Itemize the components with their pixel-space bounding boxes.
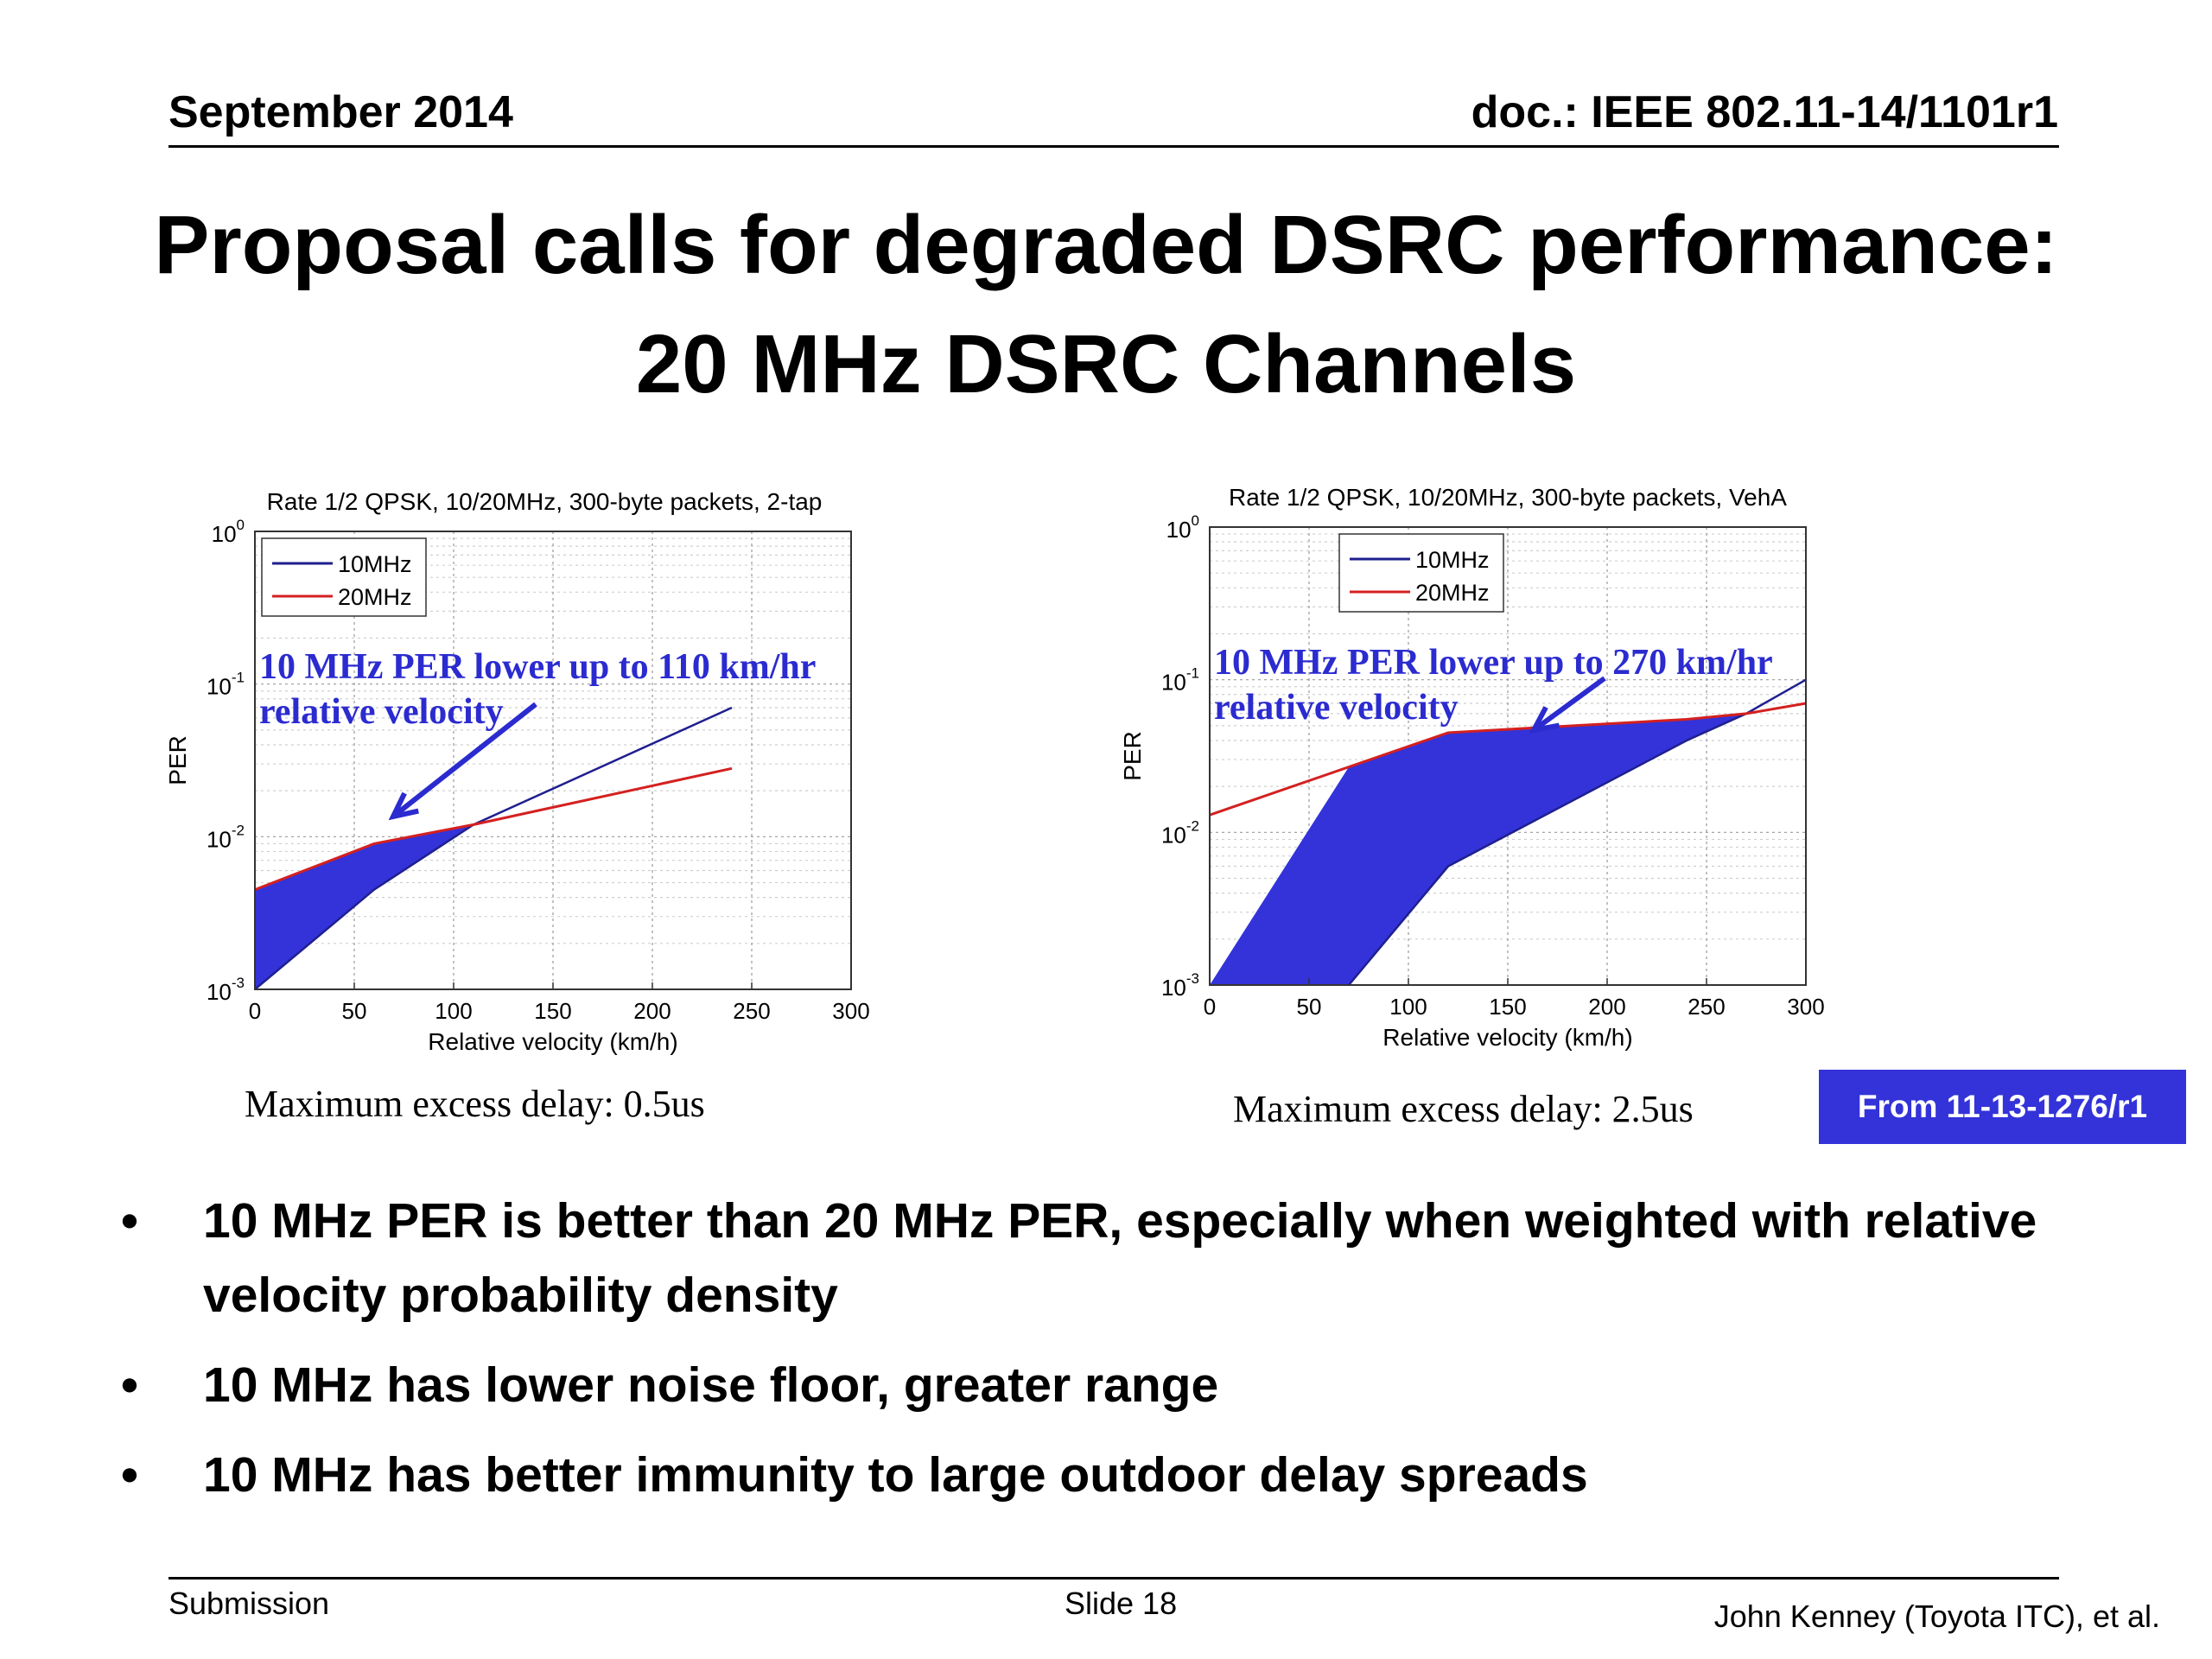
series-line-10mhz [1348, 678, 1807, 986]
caption-left: Maximum excess delay: 0.5us [245, 1083, 705, 1125]
y-axis-label: PER [1119, 731, 1146, 781]
header-rule [168, 145, 2059, 148]
y-tick-label: 100 [212, 517, 245, 547]
series-line-10mhz [254, 706, 733, 990]
x-tick-label: 150 [534, 998, 571, 1024]
slide-title: Proposal calls for degraded DSRC perform… [0, 186, 2212, 424]
bullet-list: • 10 MHz PER is better than 20 MHz PER, e… [121, 1184, 2108, 1528]
series-line-20mhz [254, 766, 733, 891]
x-tick-label: 200 [633, 998, 671, 1024]
footer-left: Submission [168, 1586, 330, 1621]
x-tick-label: 250 [1688, 994, 1725, 1020]
annotation-line-2: relative velocity [259, 692, 504, 732]
bullet-item: • 10 MHz PER is better than 20 MHz PER, e… [121, 1184, 2108, 1332]
chart-legend: 10MHz 20MHz [1338, 533, 1504, 613]
x-tick-label: 50 [1297, 994, 1322, 1020]
chart-title: Rate 1/2 QPSK, 10/20MHz, 300-byte packet… [1229, 484, 1787, 511]
x-tick-label: 0 [1204, 994, 1216, 1020]
annotation-arrow-shaft [391, 702, 537, 819]
per-chart-veha: 0 50 100 150 200 250 300 10-3 10-2 10-1 100 Rate 1/… [1119, 484, 1825, 1051]
chart-title: Rate 1/2 QPSK, 10/20MHz, 300-byte packet… [267, 488, 823, 515]
per-gap-fill [255, 824, 474, 989]
per-chart-2tap: 0 50 100 150 200 250 300 10-3 10-2 10-1 100 Rate 1/… [164, 488, 870, 1055]
x-tick-label: 150 [1489, 994, 1526, 1020]
y-axis-label: PER [164, 735, 191, 785]
x-tick-label: 50 [342, 998, 367, 1024]
bullet-marker: • [121, 1193, 138, 1249]
chart-legend: 10MHz 20MHz [261, 537, 427, 617]
bullet-marker: • [121, 1447, 138, 1503]
x-tick-label: 250 [733, 998, 770, 1024]
y-tick-label: 10-2 [1161, 817, 1199, 848]
x-tick-label: 300 [1787, 994, 1824, 1020]
x-axis-label: Relative velocity (km/h) [1382, 1024, 1632, 1051]
legend-label: 20MHz [1415, 580, 1490, 606]
annotation-arrowhead [1529, 706, 1560, 734]
footer-rule [168, 1577, 2059, 1580]
x-tick-label: 200 [1588, 994, 1625, 1020]
bullet-item: • 10 MHz has better immunity to large out… [121, 1438, 2108, 1512]
bullet-item: • 10 MHz has lower noise floor, greater r… [121, 1348, 2108, 1422]
x-tick-label: 300 [832, 998, 869, 1024]
y-tick-label: 10-2 [207, 822, 245, 852]
y-tick-label: 10-3 [207, 975, 245, 1005]
x-axis-label: Relative velocity (km/h) [428, 1028, 677, 1055]
caption-right: Maximum excess delay: 2.5us [1233, 1088, 1694, 1130]
y-tick-label: 10-1 [207, 670, 245, 700]
legend-label: 10MHz [338, 551, 412, 577]
series-line-20mhz [1209, 702, 1807, 817]
header-date: September 2014 [168, 87, 513, 137]
footer-slide-number: Slide 18 [1065, 1586, 1178, 1621]
x-tick-label: 100 [1389, 994, 1427, 1020]
y-tick-label: 10-3 [1161, 970, 1199, 1001]
slide-title-line-1: Proposal calls for degraded DSRC perform… [154, 199, 2058, 291]
annotation-line-1: 10 MHz PER lower up to 110 km/hr [259, 647, 816, 687]
y-tick-label: 100 [1166, 512, 1199, 543]
legend-box [261, 537, 427, 617]
footer-author: John Kenney (Toyota ITC), et al. [1713, 1599, 2160, 1634]
bullet-marker: • [121, 1357, 138, 1413]
bullet-text: 10 MHz has better immunity to large outd… [203, 1447, 1588, 1503]
x-tick-label: 100 [435, 998, 472, 1024]
header-doc-id: doc.: IEEE 802.11-14/1101r1 [1471, 87, 2058, 137]
bullet-text: 10 MHz PER is better than 20 MHz PER, es… [203, 1193, 2037, 1323]
annotation-line-2: relative velocity [1214, 688, 1459, 728]
legend-label: 10MHz [1415, 547, 1490, 573]
annotation-line-1: 10 MHz PER lower up to 270 km/hr [1214, 643, 1773, 683]
annotation-arrowhead [388, 791, 419, 821]
x-tick-label: 0 [249, 998, 261, 1024]
legend-box [1338, 533, 1504, 613]
y-tick-label: 10-1 [1161, 665, 1199, 696]
slide-title-line-2: 20 MHz DSRC Channels [635, 318, 1577, 410]
annotation-arrow-shaft [1532, 676, 1606, 733]
bullet-text: 10 MHz has lower noise floor, greater ra… [203, 1357, 1219, 1413]
source-badge: From 11-13-1276/r1 [1819, 1070, 2186, 1144]
legend-label: 20MHz [338, 584, 412, 610]
